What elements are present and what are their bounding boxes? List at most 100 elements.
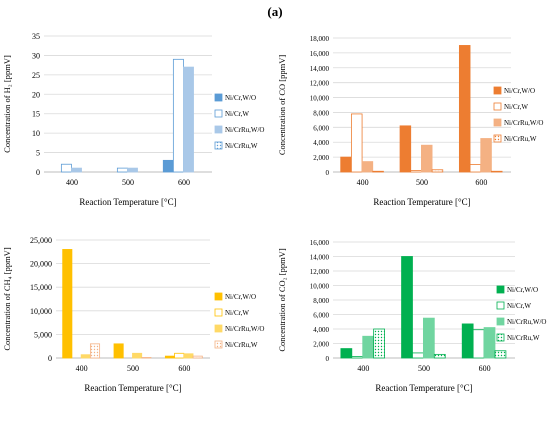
legend-swatch xyxy=(214,308,223,317)
legend-swatch xyxy=(214,93,223,102)
bar xyxy=(431,169,444,173)
x-tick-label: 600 xyxy=(479,364,491,373)
bar xyxy=(162,159,174,173)
legend-swatch xyxy=(214,125,223,134)
legend-swatch xyxy=(493,102,502,111)
legend-label: Ni/CrRu,W xyxy=(507,334,540,342)
y-axis-title: Concentration of CO₂ [ppmV] xyxy=(277,248,287,351)
bar xyxy=(362,335,375,359)
bar xyxy=(183,353,194,359)
y-tick-label: 4,000 xyxy=(313,326,329,334)
legend-swatch xyxy=(214,141,223,150)
y-tick-label: 16,000 xyxy=(310,239,330,247)
legend-label: Ni/CrRu,W xyxy=(504,135,537,143)
legend-label: Ni/Cr,W/O xyxy=(504,87,535,95)
y-tick-label: 4,000 xyxy=(313,139,329,147)
legend-label: Ni/CrRu,W xyxy=(225,341,258,349)
y-tick-label: 0 xyxy=(326,169,330,177)
bar xyxy=(116,167,128,173)
bar xyxy=(340,156,352,173)
bar xyxy=(350,113,363,173)
y-tick-label: 2,000 xyxy=(313,154,329,162)
legend-swatch xyxy=(496,317,505,326)
x-tick-label: 400 xyxy=(357,178,369,187)
bar xyxy=(458,45,471,173)
legend-swatch xyxy=(493,134,502,143)
x-tick-label: 400 xyxy=(357,364,369,373)
y-tick-label: 14,000 xyxy=(310,254,330,262)
legend-label: Ni/CrRu,W/O xyxy=(225,325,264,333)
bar xyxy=(472,329,485,359)
co2-chart: 0 2,000 4,000 6,000 8,000 10,000 12,000 14,000 1… xyxy=(277,239,546,393)
bar xyxy=(401,256,413,359)
legend-label: Ni/Cr,W xyxy=(504,103,528,111)
y-tick-label: 8,000 xyxy=(313,297,329,305)
bar xyxy=(469,164,482,173)
bar xyxy=(340,348,353,359)
x-tick-label: 400 xyxy=(66,178,78,187)
y-tick-label: 10,000 xyxy=(30,307,52,316)
co-chart: 0 2,000 4,000 6,000 8,000 10,000 12,000 14,000 1… xyxy=(277,35,543,207)
y-tick-label: 10 xyxy=(32,129,40,138)
bar xyxy=(491,170,503,173)
legend-swatch xyxy=(214,340,223,349)
y-axis-title: Concentration of CH₄ [ppmV] xyxy=(2,247,12,350)
x-tick-label: 500 xyxy=(122,178,134,187)
y-tick-label: 6,000 xyxy=(313,312,329,320)
bar xyxy=(433,353,446,359)
x-axis-title: Reaction Temperature [°C] xyxy=(79,197,176,207)
y-tick-label: 12,000 xyxy=(310,268,330,276)
bar xyxy=(62,249,73,359)
y-tick-label: 16,000 xyxy=(310,50,330,58)
bar xyxy=(461,323,474,359)
bar xyxy=(164,355,175,359)
y-tick-label: 5,000 xyxy=(34,330,52,339)
bar xyxy=(372,170,384,173)
bar xyxy=(373,328,385,359)
bar xyxy=(60,163,72,173)
y-tick-label: 35 xyxy=(32,32,40,41)
legend-label: Ni/Cr,W xyxy=(507,302,531,310)
y-tick-label: 25,000 xyxy=(30,236,52,245)
y-tick-label: 10,000 xyxy=(310,95,330,103)
bar xyxy=(351,356,364,359)
y-tick-label: 5 xyxy=(36,149,40,158)
legend-label: Ni/CrRu,W/O xyxy=(507,318,546,326)
legend-swatch xyxy=(496,333,505,342)
bar xyxy=(192,355,203,359)
x-axis-title: Reaction Temperature [°C] xyxy=(84,383,181,393)
y-tick-label: 8,000 xyxy=(313,109,329,117)
y-tick-label: 12,000 xyxy=(310,80,330,88)
legend-label: Ni/Cr,W/O xyxy=(507,286,538,294)
x-tick-label: 500 xyxy=(127,364,139,373)
y-tick-label: 18,000 xyxy=(310,35,330,43)
bar xyxy=(361,161,374,173)
legend-label: Ni/CrRu,W/O xyxy=(504,119,543,127)
legend-swatch xyxy=(214,292,223,301)
legend-label: Ni/Cr,W xyxy=(225,110,249,118)
bar xyxy=(494,350,507,359)
y-tick-label: 15,000 xyxy=(30,283,52,292)
y-tick-label: 0 xyxy=(48,354,52,363)
x-tick-label: 500 xyxy=(416,178,428,187)
bar xyxy=(127,167,138,173)
y-tick-label: 10,000 xyxy=(310,283,330,291)
bar xyxy=(132,352,143,359)
legend-swatch xyxy=(493,118,502,127)
figure-label: (a) xyxy=(267,4,283,19)
legend-label: Ni/CrRu,W/O xyxy=(225,126,264,134)
legend-swatch xyxy=(493,86,502,95)
bar xyxy=(183,66,194,173)
legend-swatch xyxy=(214,109,223,118)
h2-chart: 0 5 10 15 20 25 30 35 400 500 600 Reaction Temperat… xyxy=(2,32,264,207)
bar xyxy=(89,343,101,359)
y-tick-label: 6,000 xyxy=(313,124,329,132)
bar xyxy=(480,138,492,173)
bar xyxy=(421,144,433,173)
bar xyxy=(412,352,424,359)
bar xyxy=(71,167,82,173)
y-tick-label: 2,000 xyxy=(313,341,329,349)
y-axis-title: Concentration of CO [ppmV] xyxy=(277,55,287,155)
bar xyxy=(174,352,185,359)
x-tick-label: 600 xyxy=(178,364,190,373)
